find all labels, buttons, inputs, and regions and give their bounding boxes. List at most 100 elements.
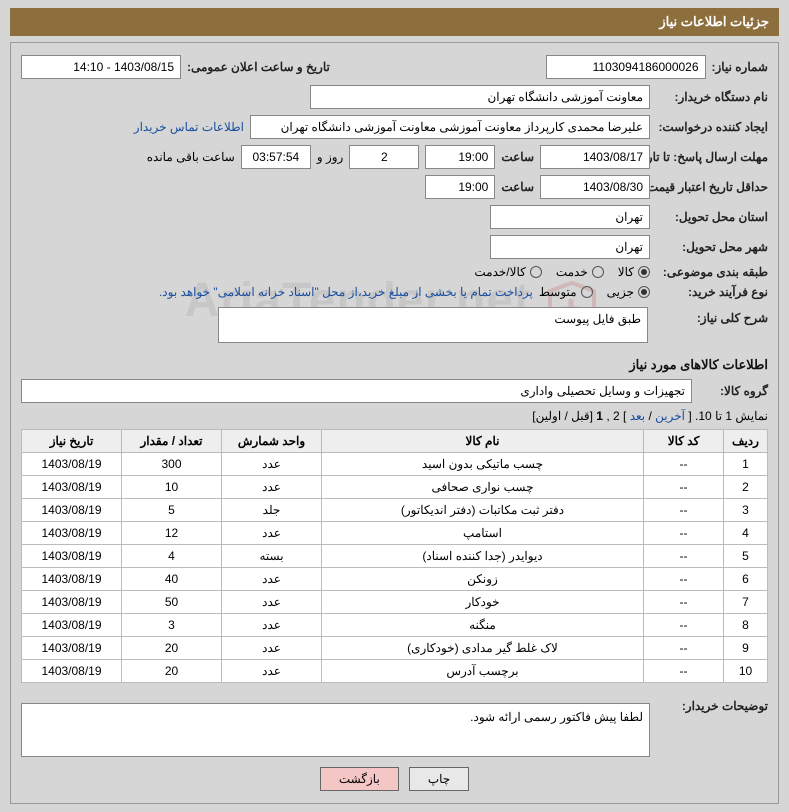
table-cell: دیوایدر (جدا کننده اسناد) xyxy=(322,545,644,568)
table-cell: 1403/08/19 xyxy=(22,591,122,614)
items-table: ردیف کد کالا نام کالا واحد شمارش تعداد /… xyxy=(21,429,768,683)
paging-current: 1 xyxy=(596,409,603,423)
row-resp-deadline: مهلت ارسال پاسخ: تا تاریخ: 1403/08/17 سا… xyxy=(21,145,768,169)
back-button[interactable]: بازگشت xyxy=(320,767,399,791)
table-row: 9--لاک غلط گیر مدادی (خودکاری)عدد201403/… xyxy=(22,637,768,660)
class-label: طبقه بندی موضوعی: xyxy=(656,265,768,279)
radio-both[interactable]: کالا/خدمت xyxy=(474,265,541,279)
table-cell: -- xyxy=(644,568,724,591)
buyer-value: معاونت آموزشی دانشگاه تهران xyxy=(310,85,650,109)
table-cell: جلد xyxy=(222,499,322,522)
table-row: 4--استامپعدد121403/08/19 xyxy=(22,522,768,545)
resp-time: 19:00 xyxy=(425,145,495,169)
days-remain: 2 xyxy=(349,145,419,169)
table-cell: خودکار xyxy=(322,591,644,614)
paging-end: [قبل / اولین] xyxy=(532,409,593,423)
table-row: 7--خودکارعدد501403/08/19 xyxy=(22,591,768,614)
remain-label: ساعت باقی مانده xyxy=(147,150,235,164)
radio-circle-icon xyxy=(638,286,650,298)
col-code: کد کالا xyxy=(644,430,724,453)
table-cell: 1 xyxy=(724,453,768,476)
paging-next-link[interactable]: بعد xyxy=(630,409,645,423)
table-cell: 5 xyxy=(122,499,222,522)
paging-last-link[interactable]: آخرین xyxy=(655,409,685,423)
buyer-note-text: لطفا پیش فاکتور رسمی ارائه شود. xyxy=(470,710,643,724)
radio-service[interactable]: خدمت xyxy=(556,265,604,279)
row-desc: شرح کلی نیاز: طبق فایل پیوست xyxy=(21,307,768,343)
table-cell: چسب ماتیکی بدون اسید xyxy=(322,453,644,476)
table-cell: 10 xyxy=(724,660,768,683)
paging-mid: ] 2 , xyxy=(606,409,626,423)
col-name: نام کالا xyxy=(322,430,644,453)
table-cell: -- xyxy=(644,545,724,568)
print-button[interactable]: چاپ xyxy=(409,767,469,791)
table-cell: 3 xyxy=(724,499,768,522)
table-cell: 300 xyxy=(122,453,222,476)
days-word: روز و xyxy=(317,150,344,164)
table-cell: 1403/08/19 xyxy=(22,637,122,660)
table-cell: زونکن xyxy=(322,568,644,591)
need-no-value: 1103094186000026 xyxy=(546,55,706,79)
table-cell: 1403/08/19 xyxy=(22,660,122,683)
table-cell: 4 xyxy=(122,545,222,568)
table-row: 8--منگنهعدد31403/08/19 xyxy=(22,614,768,637)
panel-header: جزئیات اطلاعات نیاز xyxy=(10,8,779,36)
table-cell: 12 xyxy=(122,522,222,545)
table-cell: 1403/08/19 xyxy=(22,453,122,476)
need-no-label: شماره نیاز: xyxy=(712,60,768,74)
table-row: 1--چسب ماتیکی بدون اسیدعدد3001403/08/19 xyxy=(22,453,768,476)
table-cell: -- xyxy=(644,453,724,476)
radio-service-label: خدمت xyxy=(556,265,588,279)
contact-link[interactable]: اطلاعات تماس خریدار xyxy=(134,120,244,134)
paging-sep: / xyxy=(645,409,652,423)
table-cell: 7 xyxy=(724,591,768,614)
table-row: 6--زونکنعدد401403/08/19 xyxy=(22,568,768,591)
radio-medium-label: متوسط xyxy=(539,285,577,299)
table-cell: 10 xyxy=(122,476,222,499)
table-cell: 8 xyxy=(724,614,768,637)
table-cell: 40 xyxy=(122,568,222,591)
time-label-2: ساعت xyxy=(501,180,534,194)
row-city: شهر محل تحویل: تهران xyxy=(21,235,768,259)
table-row: 10--برچسب آدرسعدد201403/08/19 xyxy=(22,660,768,683)
price-valid-label: حداقل تاریخ اعتبار قیمت: تا تاریخ: xyxy=(656,180,768,194)
table-cell: 3 xyxy=(122,614,222,637)
proc-label: نوع فرآیند خرید: xyxy=(656,285,768,299)
row-price-valid: حداقل تاریخ اعتبار قیمت: تا تاریخ: 1403/… xyxy=(21,175,768,199)
col-date: تاریخ نیاز xyxy=(22,430,122,453)
table-cell: برچسب آدرس xyxy=(322,660,644,683)
requester-label: ایجاد کننده درخواست: xyxy=(656,120,768,134)
buyer-note-label: توضیحات خریدار: xyxy=(656,693,768,713)
table-cell: عدد xyxy=(222,660,322,683)
table-cell: 1403/08/19 xyxy=(22,545,122,568)
items-section-title: اطلاعات کالاهای مورد نیاز xyxy=(21,357,768,373)
desc-value: طبق فایل پیوست xyxy=(554,312,641,326)
radio-goods-label: کالا xyxy=(618,265,634,279)
table-row: 3--دفتر ثبت مکاتبات (دفتر اندیکاتور)جلد5… xyxy=(22,499,768,522)
table-cell: -- xyxy=(644,522,724,545)
row-buyer: نام دستگاه خریدار: معاونت آموزشی دانشگاه… xyxy=(21,85,768,109)
table-cell: 50 xyxy=(122,591,222,614)
province-label: استان محل تحویل: xyxy=(656,210,768,224)
table-cell: -- xyxy=(644,476,724,499)
table-cell: عدد xyxy=(222,614,322,637)
city-value: تهران xyxy=(490,235,650,259)
table-cell: 1403/08/19 xyxy=(22,499,122,522)
radio-medium[interactable]: متوسط xyxy=(539,285,593,299)
table-cell: دفتر ثبت مکاتبات (دفتر اندیکاتور) xyxy=(322,499,644,522)
radio-partial[interactable]: جزیی xyxy=(607,285,650,299)
radio-goods[interactable]: کالا xyxy=(618,265,650,279)
buyer-label: نام دستگاه خریدار: xyxy=(656,90,768,104)
desc-label: شرح کلی نیاز: xyxy=(656,307,768,325)
table-cell: -- xyxy=(644,591,724,614)
table-cell: عدد xyxy=(222,522,322,545)
time-label-1: ساعت xyxy=(501,150,534,164)
table-cell: عدد xyxy=(222,591,322,614)
province-value: تهران xyxy=(490,205,650,229)
row-class: طبقه بندی موضوعی: کالا خدمت کالا/خدمت xyxy=(21,265,768,279)
class-radio-group: کالا خدمت کالا/خدمت xyxy=(474,265,650,279)
table-cell: -- xyxy=(644,499,724,522)
panel-body: AriaTender.net شماره نیاز: 1103094186000… xyxy=(10,42,779,804)
table-cell: 9 xyxy=(724,637,768,660)
city-label: شهر محل تحویل: xyxy=(656,240,768,254)
